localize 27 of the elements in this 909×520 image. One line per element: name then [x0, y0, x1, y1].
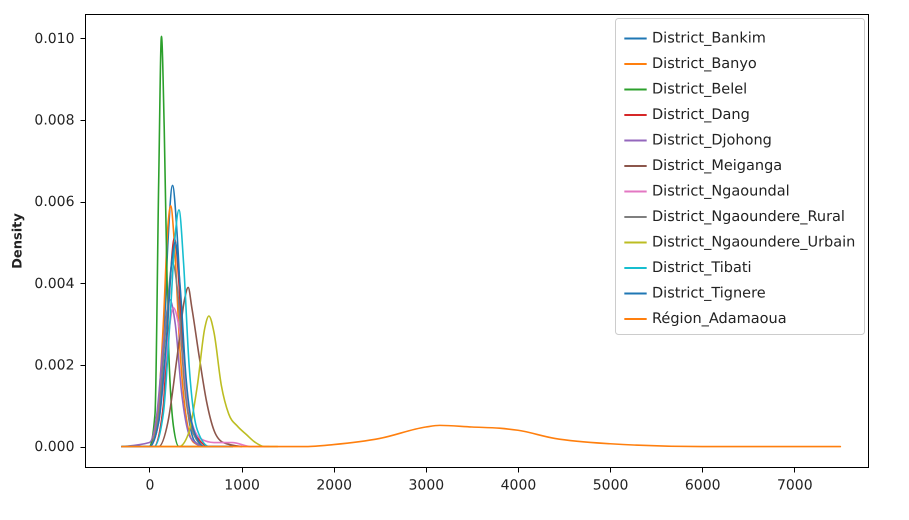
y-tick-label: 0.000: [34, 439, 74, 456]
y-tick-label: 0.002: [34, 357, 74, 374]
y-tick-label: 0.010: [34, 30, 74, 47]
x-tick-label: 4000: [500, 478, 536, 494]
legend-label: District_Banyo: [652, 56, 757, 72]
y-tick-label: 0.006: [34, 194, 75, 210]
legend-label: District_Tignere: [652, 286, 766, 302]
legend-label: District_Bankim: [652, 30, 766, 46]
x-tick-label: 1000: [224, 478, 260, 494]
y-tick-label: 0.004: [34, 276, 75, 292]
x-tick-label: 3000: [408, 478, 444, 494]
legend-label: District_Ngaoundere_Urbain: [652, 234, 856, 250]
x-tick-label: 6000: [684, 478, 721, 494]
legend-label: District_Meiganga: [652, 158, 782, 174]
x-tick-label: 2000: [316, 478, 352, 494]
x-tick-label: 7000: [776, 478, 813, 494]
legend-label: District_Tibati: [652, 260, 752, 276]
x-tick-label: 0: [146, 478, 154, 494]
y-axis-title: Density: [10, 212, 26, 269]
legend-label: District_Djohong: [652, 132, 772, 148]
legend-label: District_Ngaoundal: [652, 184, 790, 200]
legend-label: District_Belel: [652, 82, 748, 98]
legend-label: District_Ngaoundere_Rural: [652, 209, 845, 225]
legend-label: District_Dang: [652, 107, 750, 123]
y-tick-label: 0.008: [34, 112, 74, 129]
legend-label: Région_Adamaoua: [652, 311, 787, 327]
x-tick-label: 5000: [592, 478, 628, 494]
